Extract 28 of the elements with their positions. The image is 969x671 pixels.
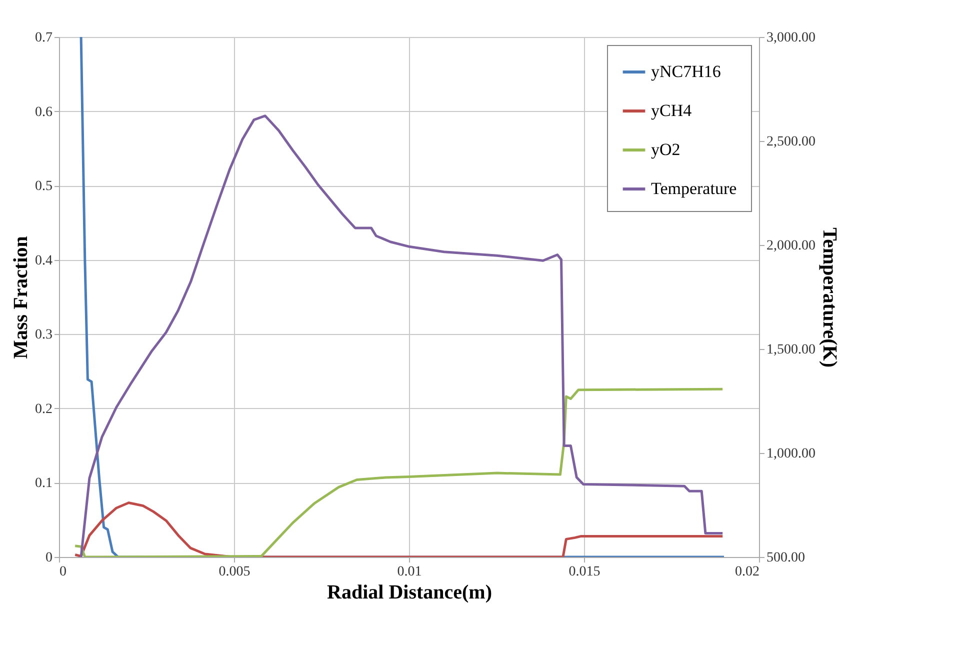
y-axis-title: Mass Fraction [10, 236, 32, 359]
y-tick-label: 0.4 [35, 253, 52, 268]
line-series [74, 388, 724, 557]
y2-tick-label: 2,000.00 [766, 238, 816, 254]
y-tick-label: 0.6 [35, 104, 52, 120]
y2-axis-title: Temperature(K) [818, 228, 840, 368]
y2-tick-label: 1,500.00 [766, 342, 816, 358]
y2-tick-label: 2,500.00 [766, 134, 816, 150]
y-tick-label: 0.3 [35, 328, 52, 343]
legend-label: yCH4 [651, 101, 692, 120]
line-series [74, 502, 724, 557]
y2-tick-label: 3,000.00 [766, 30, 816, 46]
y-tick-label: 0.2 [35, 402, 52, 417]
y-tick-label: 0.5 [35, 179, 52, 194]
y2-tick-label: 500.00 [766, 550, 805, 566]
x-tick-label: 0 [60, 564, 66, 580]
x-axis-title: Radial Distance(m) [327, 582, 492, 604]
legend-label: Temperature [651, 179, 737, 198]
y-tick-label: 0 [46, 550, 52, 566]
y-tick-label: 0.1 [35, 476, 52, 492]
x-tick-label: 0.005 [218, 564, 250, 580]
x-tick-label: 0.02 [735, 564, 760, 580]
y-tick-label: 0.7 [35, 30, 52, 46]
legend-label: yNC7H16 [651, 62, 721, 81]
x-tick-label: 0.01 [397, 564, 422, 580]
legend-label: yO2 [651, 140, 680, 159]
x-tick-label: 0.015 [568, 564, 600, 580]
y2-tick-label: 1,000.00 [766, 446, 816, 462]
